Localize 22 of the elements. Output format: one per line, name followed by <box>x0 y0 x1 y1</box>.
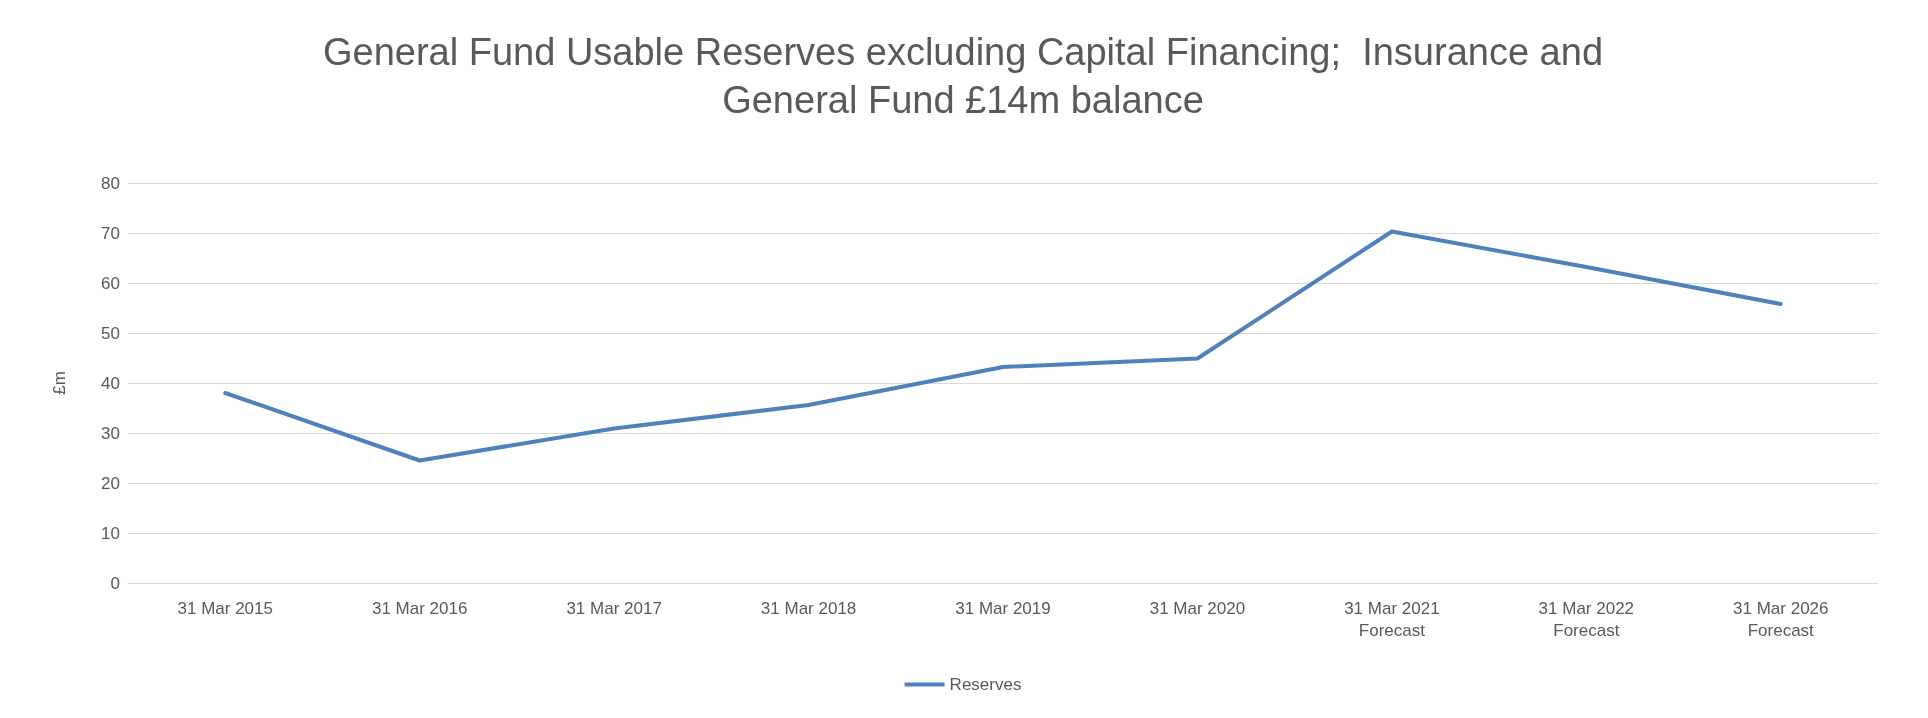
x-tick-label: 31 Mar 2026 Forecast <box>1733 598 1829 640</box>
chart-title: General Fund Usable Reserves excluding Capital Financing; Insurance and General Fund £14m balance <box>322 31 1604 121</box>
y-tick-label: 80 <box>101 173 120 193</box>
x-tick-label: 31 Mar 2018 <box>760 598 857 618</box>
y-tick-label: 10 <box>101 523 120 543</box>
y-tick-label: 0 <box>110 573 120 593</box>
x-tick-label: 31 Mar 2017 <box>566 598 662 618</box>
y-tick-label: 20 <box>101 473 120 493</box>
y-tick-label: 50 <box>101 323 120 343</box>
y-tick-label: 70 <box>101 223 120 243</box>
legend-label: Reserves <box>949 675 1022 694</box>
y-tick-label: 60 <box>101 273 120 293</box>
x-tick-label: 31 Mar 2022 Forecast <box>1538 598 1635 640</box>
x-tick-label: 31 Mar 2020 <box>1149 598 1246 618</box>
x-tick-label: 31 Mar 2016 <box>371 598 468 618</box>
x-tick-label: 31 Mar 2019 <box>955 598 1051 618</box>
x-tick-label: 31 Mar 2021 Forecast <box>1344 598 1440 640</box>
y-tick-label: 40 <box>101 373 120 393</box>
x-tick-label: 31 Mar 2015 <box>177 598 273 618</box>
line-series <box>223 229 1783 463</box>
y-axis-title: £m <box>50 371 69 395</box>
y-tick-label: 30 <box>101 423 120 443</box>
